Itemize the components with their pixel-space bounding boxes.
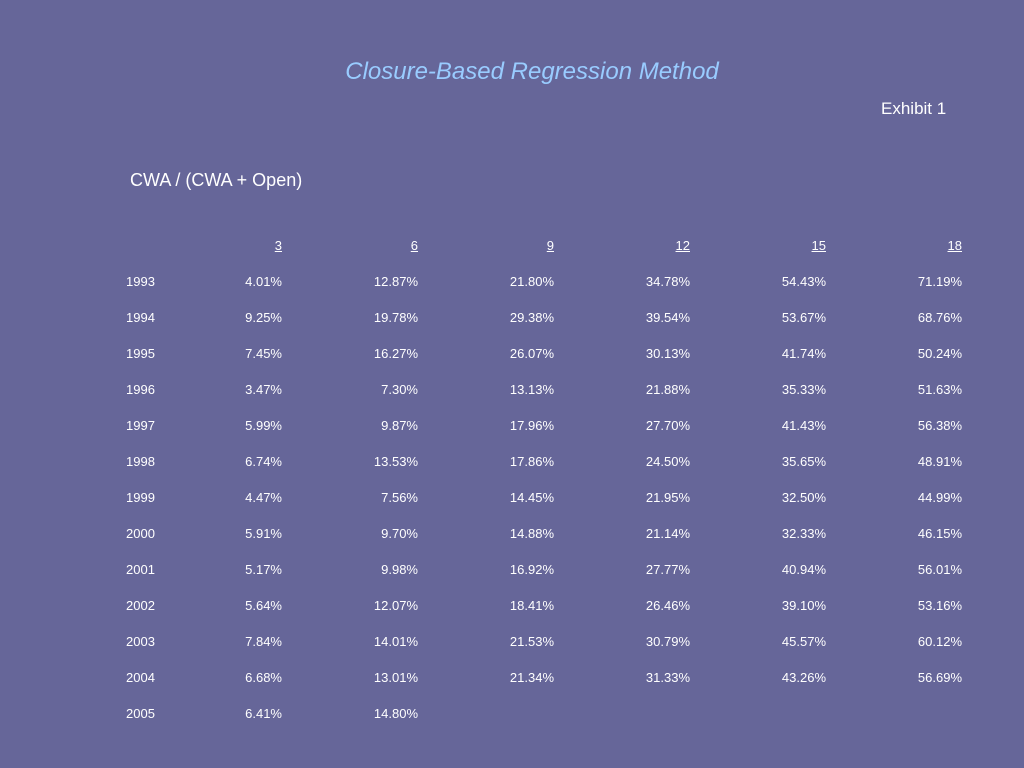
- column-header: 18: [947, 238, 962, 253]
- row-year-label: 2001: [126, 562, 155, 577]
- table-subtitle: CWA / (CWA + Open): [130, 170, 303, 190]
- table-cell: 71.19%: [917, 274, 962, 289]
- table-cell: 14.80%: [373, 706, 418, 721]
- table-cell: 7.30%: [381, 382, 418, 397]
- table-cell: 18.41%: [509, 598, 554, 613]
- table-cell: 46.15%: [917, 526, 962, 541]
- table-cell: 7.45%: [245, 346, 282, 361]
- row-year-label: 1996: [126, 382, 155, 397]
- table-cell: 56.01%: [917, 562, 962, 577]
- column-header: 12: [675, 238, 690, 253]
- table-cell: 56.38%: [917, 418, 962, 433]
- table-cell: 45.57%: [781, 634, 826, 649]
- table-cell: 3.47%: [245, 382, 282, 397]
- table-cell: 39.10%: [781, 598, 826, 613]
- table-cell: 50.24%: [917, 346, 962, 361]
- table-cell: 29.38%: [509, 310, 554, 325]
- table-cell: 5.17%: [245, 562, 282, 577]
- row-year-label: 2003: [126, 634, 155, 649]
- table-cell: 14.88%: [509, 526, 554, 541]
- table-cell: 13.13%: [509, 382, 554, 397]
- table-cell: 21.80%: [509, 274, 554, 289]
- table-cell: 17.96%: [509, 418, 554, 433]
- row-year-label: 1998: [126, 454, 155, 469]
- row-year-label: 1997: [126, 418, 155, 433]
- table-cell: 14.01%: [373, 634, 418, 649]
- row-year-label: 1993: [126, 274, 155, 289]
- table-cell: 21.14%: [645, 526, 690, 541]
- table-cell: 5.64%: [245, 598, 282, 613]
- column-header: 6: [410, 238, 418, 253]
- table-cell: 41.43%: [781, 418, 826, 433]
- table-cell: 40.94%: [781, 562, 826, 577]
- table-cell: 35.33%: [781, 382, 826, 397]
- table-cell: 21.88%: [645, 382, 690, 397]
- table-cell: 16.27%: [373, 346, 418, 361]
- table-cell: 9.98%: [381, 562, 418, 577]
- row-year-label: 1999: [126, 490, 155, 505]
- table-cell: 21.95%: [645, 490, 690, 505]
- table-cell: 7.56%: [381, 490, 418, 505]
- table-cell: 26.07%: [509, 346, 554, 361]
- table-cell: 56.69%: [917, 670, 962, 685]
- table-cell: 16.92%: [509, 562, 554, 577]
- table-cell: 9.87%: [381, 418, 418, 433]
- table-cell: 51.63%: [917, 382, 962, 397]
- table-cell: 27.77%: [645, 562, 690, 577]
- row-year-label: 2002: [126, 598, 155, 613]
- table-cell: 12.87%: [373, 274, 418, 289]
- table-cell: 44.99%: [917, 490, 962, 505]
- table-cell: 27.70%: [645, 418, 690, 433]
- table-cell: 43.26%: [781, 670, 826, 685]
- row-year-label: 1994: [126, 310, 155, 325]
- column-header: 9: [546, 238, 554, 253]
- table-cell: 48.91%: [917, 454, 962, 469]
- row-year-label: 2004: [126, 670, 155, 685]
- row-year-label: 2000: [126, 526, 155, 541]
- table-cell: 60.12%: [917, 634, 962, 649]
- table-cell: 35.65%: [781, 454, 826, 469]
- table-cell: 13.53%: [373, 454, 418, 469]
- table-cell: 19.78%: [373, 310, 418, 325]
- table-cell: 13.01%: [373, 670, 418, 685]
- table-cell: 31.33%: [645, 670, 690, 685]
- table-cell: 30.13%: [645, 346, 690, 361]
- table-cell: 9.25%: [245, 310, 282, 325]
- table-cell: 7.84%: [245, 634, 282, 649]
- table-cell: 41.74%: [781, 346, 826, 361]
- row-year-label: 1995: [126, 346, 155, 361]
- table-cell: 12.07%: [373, 598, 418, 613]
- table-cell: 6.41%: [245, 706, 282, 721]
- table-cell: 30.79%: [645, 634, 690, 649]
- row-year-label: 2005: [126, 706, 155, 721]
- table-cell: 53.16%: [917, 598, 962, 613]
- table-cell: 6.74%: [245, 454, 282, 469]
- column-header: 15: [811, 238, 826, 253]
- table-cell: 17.86%: [509, 454, 554, 469]
- exhibit-label: Exhibit 1: [881, 99, 947, 118]
- table-cell: 5.91%: [245, 526, 282, 541]
- table-cell: 21.34%: [509, 670, 554, 685]
- table-cell: 39.54%: [645, 310, 690, 325]
- table-cell: 14.45%: [509, 490, 554, 505]
- table-cell: 21.53%: [509, 634, 554, 649]
- table-cell: 34.78%: [645, 274, 690, 289]
- table-cell: 24.50%: [645, 454, 690, 469]
- table-cell: 4.01%: [245, 274, 282, 289]
- table-cell: 4.47%: [245, 490, 282, 505]
- table-cell: 9.70%: [381, 526, 418, 541]
- table-cell: 32.50%: [781, 490, 826, 505]
- table-cell: 5.99%: [245, 418, 282, 433]
- table-cell: 26.46%: [645, 598, 690, 613]
- table-cell: 6.68%: [245, 670, 282, 685]
- slide-title: Closure-Based Regression Method: [345, 58, 719, 85]
- column-header: 3: [274, 238, 282, 253]
- table-cell: 32.33%: [781, 526, 826, 541]
- table-cell: 54.43%: [781, 274, 826, 289]
- table-cell: 53.67%: [781, 310, 826, 325]
- table-cell: 68.76%: [917, 310, 962, 325]
